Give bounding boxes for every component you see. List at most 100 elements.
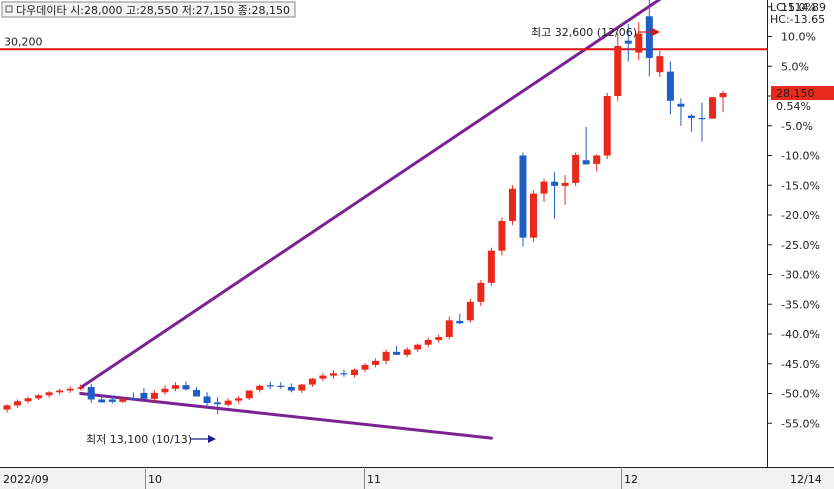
candle[interactable] <box>340 369 348 377</box>
trend-lines <box>79 0 702 440</box>
candle[interactable] <box>56 388 64 395</box>
candle[interactable] <box>14 399 22 408</box>
candle[interactable] <box>193 386 201 397</box>
candle-body <box>666 71 674 101</box>
candle[interactable] <box>382 349 390 365</box>
candle[interactable] <box>140 388 148 399</box>
candle[interactable] <box>466 298 474 323</box>
candle[interactable] <box>666 61 674 115</box>
candle[interactable] <box>519 152 527 247</box>
candle-body <box>477 282 485 302</box>
candle-body <box>709 97 717 119</box>
candle[interactable] <box>98 394 106 403</box>
candle[interactable] <box>561 175 569 205</box>
low-label: 저 <box>182 4 192 17</box>
candle[interactable] <box>508 185 516 226</box>
candle[interactable] <box>709 97 717 119</box>
candle-body <box>308 378 316 385</box>
trend-line[interactable] <box>79 392 493 440</box>
candle[interactable] <box>530 190 537 242</box>
y-tick-label: -20.0% <box>781 209 820 222</box>
candle[interactable] <box>361 363 369 373</box>
candle[interactable] <box>687 113 695 132</box>
candle[interactable] <box>582 126 590 165</box>
candle[interactable] <box>256 384 264 393</box>
candle[interactable] <box>677 98 685 126</box>
candle[interactable] <box>403 347 411 358</box>
candle[interactable] <box>66 386 74 393</box>
candle[interactable] <box>414 343 422 352</box>
header-box: 다우데이타 시:28,000 고:28,550 저:27,150 종:28,15… <box>1 1 296 18</box>
candle[interactable] <box>329 370 337 379</box>
y-tick-label: -55.0% <box>781 417 820 430</box>
candle-body <box>572 154 580 183</box>
candle-body <box>298 384 306 391</box>
candle[interactable] <box>224 398 232 407</box>
candle-body <box>193 389 201 397</box>
candle[interactable] <box>35 394 43 401</box>
candle[interactable] <box>277 382 285 389</box>
candle[interactable] <box>161 385 169 395</box>
candle[interactable] <box>87 383 95 404</box>
candle[interactable] <box>487 247 495 286</box>
candle[interactable] <box>635 22 643 61</box>
candle[interactable] <box>203 392 211 406</box>
candle[interactable] <box>435 334 443 343</box>
candle-body <box>340 373 348 375</box>
candle[interactable] <box>656 50 664 77</box>
candle[interactable] <box>119 397 127 404</box>
candle[interactable] <box>372 358 380 368</box>
candle-body <box>329 373 337 376</box>
candle[interactable] <box>698 102 706 142</box>
candle[interactable] <box>350 368 358 378</box>
candle[interactable] <box>24 396 32 404</box>
candle[interactable] <box>298 383 306 393</box>
candle[interactable] <box>77 384 85 391</box>
candle[interactable] <box>445 316 453 340</box>
candle[interactable] <box>45 391 53 398</box>
candle-body <box>603 96 611 156</box>
candle[interactable] <box>477 279 485 307</box>
candle-body <box>56 390 64 393</box>
candle[interactable] <box>319 373 327 382</box>
candle[interactable] <box>645 0 653 77</box>
candle[interactable] <box>3 404 11 413</box>
candle[interactable] <box>150 389 158 402</box>
candle-body <box>656 56 664 73</box>
trend-line[interactable] <box>79 0 702 390</box>
candle[interactable] <box>551 172 559 219</box>
candle[interactable] <box>393 345 401 355</box>
candle[interactable] <box>108 395 116 404</box>
close-label: 종 <box>238 4 248 17</box>
candle[interactable] <box>171 382 179 392</box>
candle-body <box>203 396 211 404</box>
candle-body <box>487 250 495 283</box>
price-tag-price: 28,150 <box>776 87 815 100</box>
candle[interactable] <box>540 178 548 202</box>
candle[interactable] <box>129 392 137 401</box>
candle[interactable] <box>498 217 506 256</box>
candle[interactable] <box>593 154 601 172</box>
hc-label: HC:-13.65 <box>770 13 825 26</box>
candle[interactable] <box>614 32 622 101</box>
candle-body <box>45 392 53 396</box>
candle[interactable] <box>266 381 274 390</box>
candle[interactable] <box>245 390 253 401</box>
candle[interactable] <box>572 152 580 186</box>
candle-body <box>719 93 727 98</box>
candle[interactable] <box>603 93 611 160</box>
candle[interactable] <box>719 90 727 113</box>
candle[interactable] <box>456 313 464 325</box>
candle[interactable] <box>624 24 632 62</box>
candle[interactable] <box>308 378 316 387</box>
candle[interactable] <box>182 381 190 391</box>
candle-body <box>277 385 285 387</box>
candle[interactable] <box>235 395 243 404</box>
candle[interactable] <box>424 337 432 348</box>
candle[interactable] <box>214 397 222 415</box>
candle[interactable] <box>287 383 295 393</box>
candle-body <box>403 349 411 355</box>
header-text: 다우데이타 시:28,000 고:28,550 저:27,150 종:28,15… <box>16 4 290 17</box>
candle-body <box>687 115 695 119</box>
header-checkbox-icon[interactable] <box>5 5 13 13</box>
